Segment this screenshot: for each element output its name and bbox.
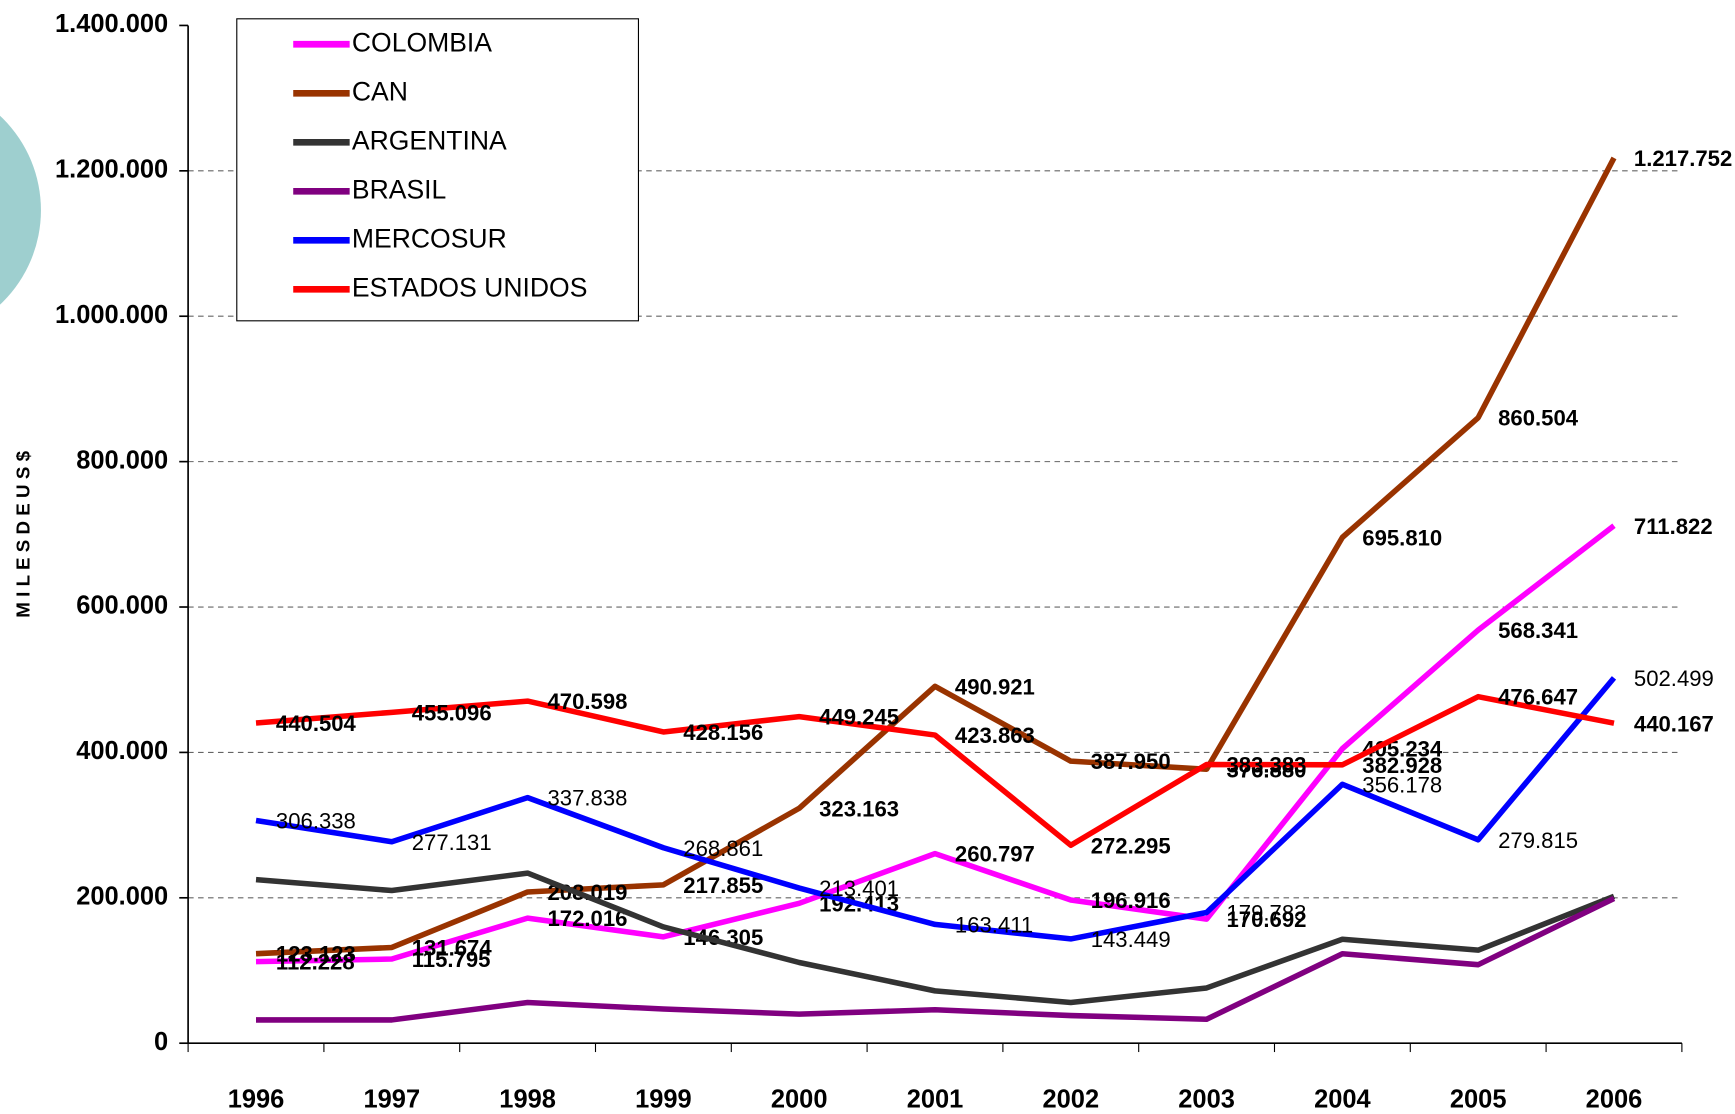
value-label: 272.295 (1091, 833, 1171, 858)
value-label: 268.861 (683, 836, 763, 861)
value-label: 172.016 (548, 906, 628, 931)
value-label: 383.383 (1227, 753, 1307, 778)
x-tick-label: 2000 (771, 1085, 828, 1113)
y-tick-label: 600.000 (76, 592, 168, 620)
x-tick-label: 1999 (635, 1085, 692, 1113)
x-tick-label: 2006 (1586, 1085, 1643, 1113)
value-label: 711.822 (1634, 514, 1713, 539)
legend-label: ARGENTINA (352, 125, 507, 155)
value-label: 337.838 (548, 786, 628, 811)
series-line (255, 523, 1616, 965)
x-tick-label: 1997 (364, 1085, 421, 1113)
value-label: 860.504 (1498, 406, 1579, 431)
legend-label: COLOMBIA (352, 27, 492, 57)
legend-label: ESTADOS UNIDOS (352, 272, 588, 302)
value-label: 163.411 (955, 912, 1033, 937)
value-label: 143.449 (1091, 927, 1171, 952)
value-label: 323.163 (819, 796, 899, 821)
value-label: 387.950 (1091, 749, 1171, 774)
x-tick-label: 2004 (1314, 1085, 1371, 1113)
value-label: 382.928 (1362, 753, 1442, 778)
y-tick-label: 1.000.000 (55, 301, 168, 329)
legend-label: MERCOSUR (352, 223, 507, 253)
value-label: 455.096 (412, 700, 492, 725)
y-tick-label: 1.400.000 (55, 10, 168, 38)
value-label: 356.178 (1362, 772, 1442, 797)
value-label: 131.674 (412, 936, 493, 961)
series-line (256, 896, 1616, 1023)
value-label: 170.692 (1227, 907, 1307, 932)
value-label: 1.217.752 (1634, 146, 1732, 171)
y-tick-label: 200.000 (76, 883, 168, 911)
value-label: 196.916 (1091, 888, 1171, 913)
value-label: 695.810 (1362, 525, 1442, 550)
value-label: 440.504 (276, 711, 357, 736)
decoration (0, 115, 41, 305)
x-tick-label: 2002 (1042, 1085, 1099, 1113)
x-tick-label: 2001 (907, 1085, 964, 1113)
value-label: 179.783 (1227, 901, 1307, 926)
series-line (255, 693, 1615, 849)
value-label: 376.880 (1227, 757, 1307, 782)
y-tick-label: 1.200.000 (55, 156, 168, 184)
x-tick-label: 2003 (1178, 1085, 1235, 1113)
value-label: 568.341 (1498, 618, 1578, 643)
x-tick-label: 2005 (1450, 1085, 1507, 1113)
y-tick-label: 800.000 (76, 446, 168, 474)
x-tick-label: 1996 (228, 1085, 285, 1113)
value-label: 123.123 (276, 942, 356, 967)
value-label: 423.863 (955, 723, 1035, 748)
value-label: 217.855 (683, 873, 763, 898)
legend-box (236, 18, 640, 322)
y-tick-label: 400.000 (76, 737, 168, 765)
value-label: 260.797 (955, 842, 1035, 867)
value-label: 470.598 (548, 689, 628, 714)
value-label: 213.401 (819, 876, 899, 901)
value-label: 306.338 (276, 809, 356, 834)
y-axis-title: M I L E S D E U S $ (12, 450, 33, 617)
value-label: 502.499 (1634, 666, 1714, 691)
y-tick-label: 0 (154, 1028, 168, 1056)
value-label: 428.156 (683, 720, 763, 745)
series-line (255, 156, 1617, 957)
value-label: 279.815 (1498, 828, 1578, 853)
legend-label: BRASIL (352, 174, 446, 204)
value-label: 476.647 (1498, 685, 1578, 710)
x-tick-label: 1998 (499, 1085, 556, 1113)
value-label: 449.245 (819, 705, 899, 730)
series-line (255, 870, 1616, 1006)
series-line (255, 676, 1617, 942)
value-label: 277.131 (412, 830, 492, 855)
value-label: 490.921 (955, 674, 1035, 699)
legend-label: CAN (352, 76, 408, 106)
value-label: 115.795 (412, 947, 491, 972)
value-label: 440.167 (1634, 711, 1714, 736)
